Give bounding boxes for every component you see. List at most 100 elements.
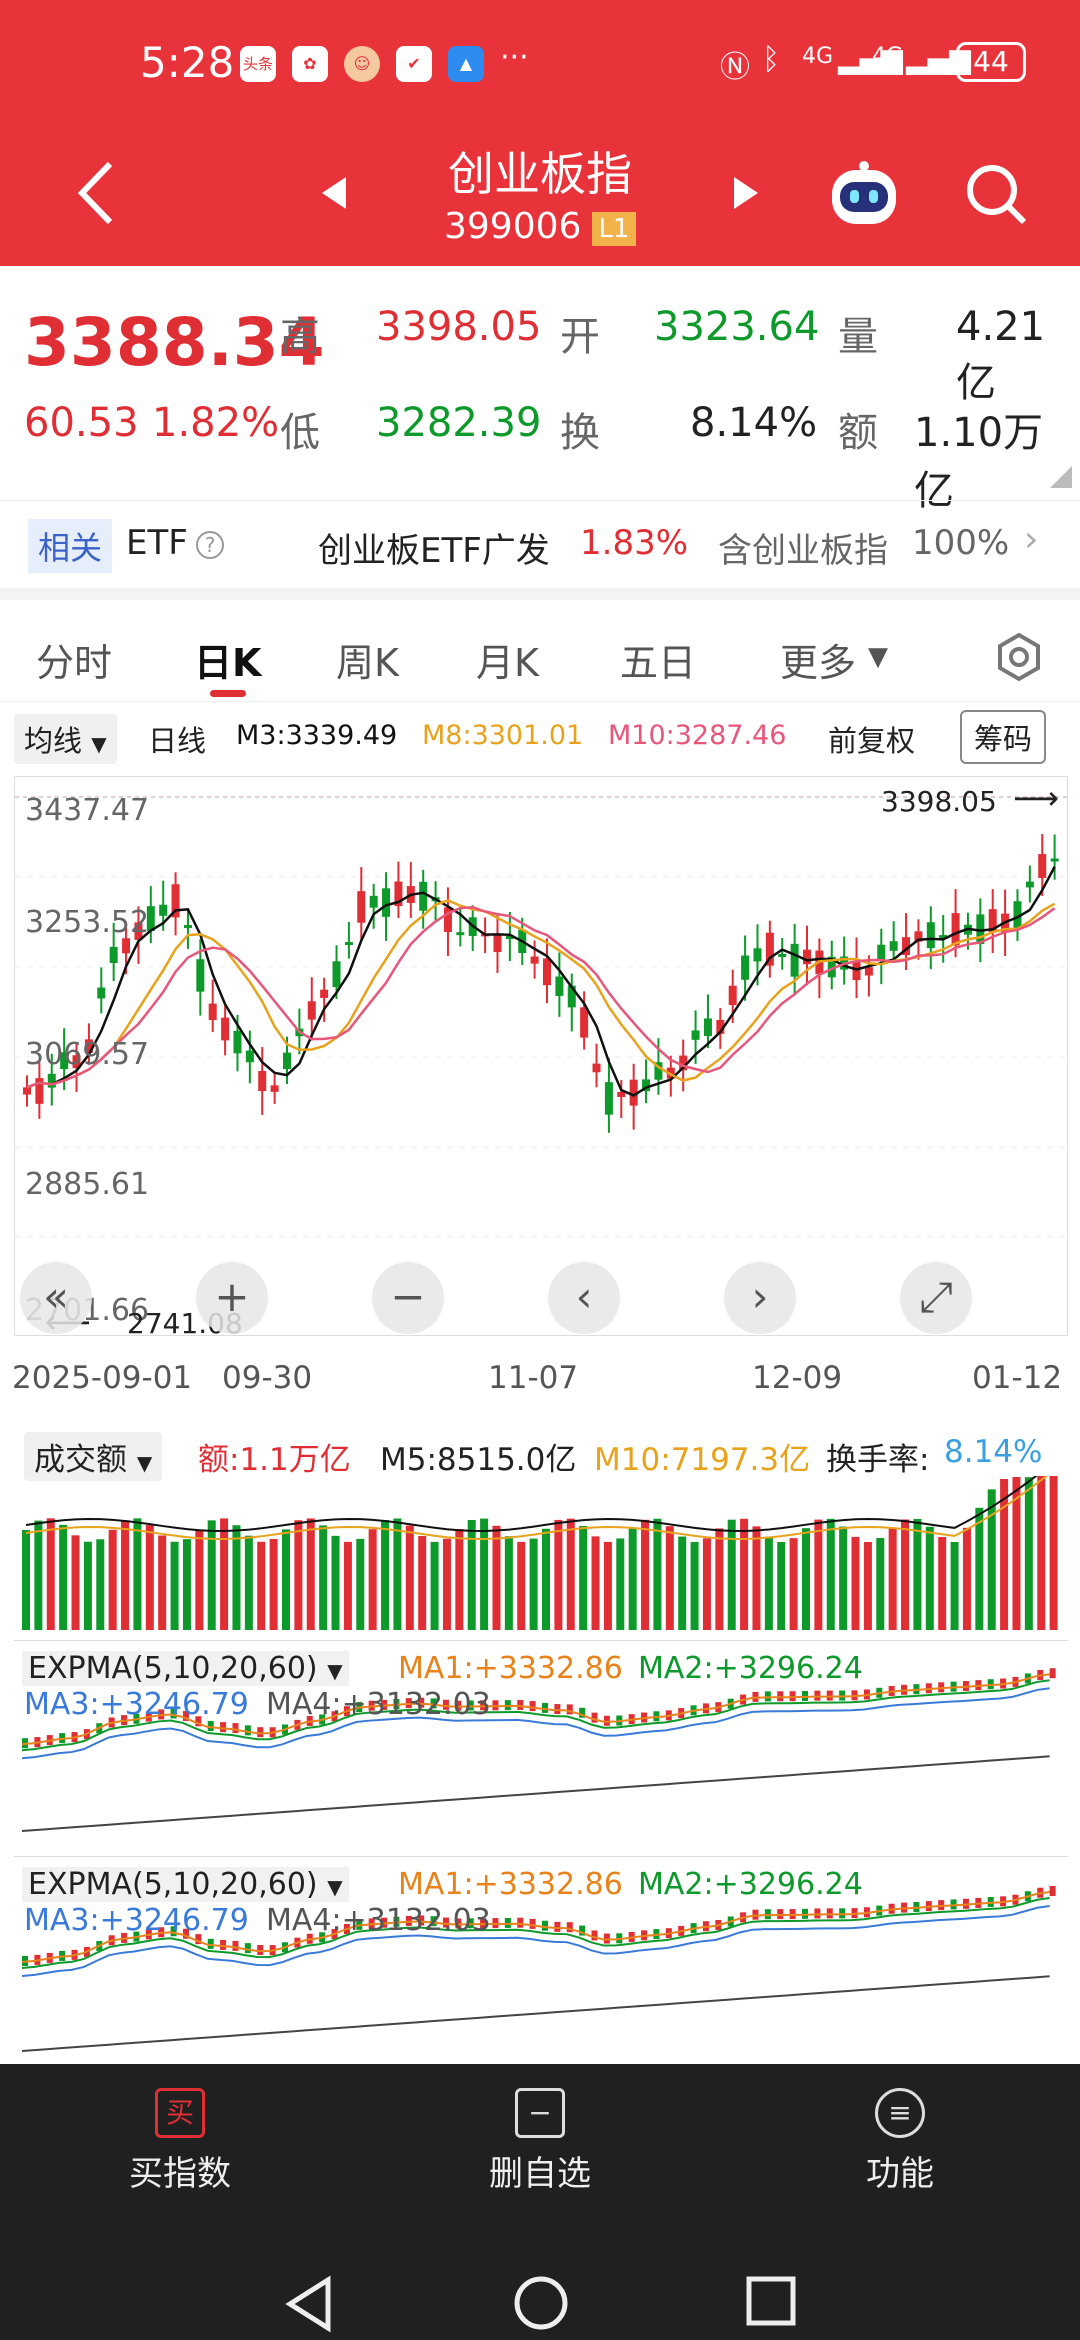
expma-candle xyxy=(170,1926,177,1937)
candle-body xyxy=(654,1062,663,1080)
expma-candle xyxy=(566,1704,573,1715)
candle-body xyxy=(456,932,465,936)
fullscreen-button[interactable]: ⤢ xyxy=(900,1262,972,1334)
expma-selector[interactable]: EXPMA(5,10,20,60) ▼ xyxy=(22,1651,349,1686)
volume-bar xyxy=(71,1535,80,1630)
tab-more[interactable]: 更多 xyxy=(780,641,857,685)
adjust-button[interactable]: 前复权 xyxy=(828,724,916,758)
volume-selector[interactable]: 成交额 ▼ xyxy=(24,1432,163,1481)
zoom-in-button[interactable]: + xyxy=(196,1262,268,1334)
expma-line xyxy=(21,1891,1050,1963)
expma-candle xyxy=(182,1928,189,1939)
candle-body xyxy=(1038,854,1047,878)
help-icon[interactable]: ? xyxy=(196,531,224,559)
zoom-out-button[interactable]: − xyxy=(372,1262,444,1334)
volume-bar xyxy=(802,1528,810,1630)
volume-bar xyxy=(121,1520,130,1630)
candle-body xyxy=(183,925,192,929)
expma-ma4-line xyxy=(21,1975,1050,2052)
volume-bar xyxy=(678,1536,687,1630)
ma-m3: M3:3339.49 xyxy=(236,720,398,751)
candle-body xyxy=(270,1085,279,1092)
bottom-bar: 买 买指数 − 删自选 ≡ 功能 xyxy=(0,2064,1080,2340)
volume-bar xyxy=(529,1538,538,1630)
search-icon[interactable] xyxy=(962,160,1032,230)
expma-candle xyxy=(182,1710,189,1721)
open-value: 3323.64 xyxy=(654,304,820,350)
expma-candle xyxy=(591,1930,598,1941)
volume-bar xyxy=(442,1538,451,1630)
expma-line xyxy=(21,1673,1050,1746)
candle-body xyxy=(852,961,861,981)
back-icon[interactable] xyxy=(70,158,120,228)
candle-body xyxy=(109,946,118,963)
tab-five-day[interactable]: 五日 xyxy=(620,641,697,685)
scroll-start-button[interactable]: « xyxy=(20,1262,92,1334)
change-value: 60.53 xyxy=(24,400,139,446)
expma-candle xyxy=(232,1940,239,1951)
related-etf-row[interactable]: 相关 ETF ? 创业板ETF广发 1.83% 含创业板指 100% › xyxy=(0,500,1080,600)
volume-svg xyxy=(22,1457,1058,1630)
volume-bar xyxy=(1049,1457,1058,1630)
functions-button[interactable]: ≡ 功能 xyxy=(780,2088,1020,2195)
tab-intraday[interactable]: 分时 xyxy=(36,641,113,685)
expma-candle xyxy=(591,1712,598,1723)
expma-candle xyxy=(430,1698,437,1709)
nav-back-icon[interactable] xyxy=(282,2274,336,2334)
chips-button[interactable]: 筹码 xyxy=(960,710,1047,764)
candle-body xyxy=(382,888,391,917)
prev-index-icon[interactable] xyxy=(320,175,350,211)
candle-body xyxy=(505,935,514,939)
tab-monthly-k[interactable]: 月K xyxy=(476,641,539,685)
volume-bar xyxy=(83,1541,92,1630)
candle-body xyxy=(146,906,155,932)
nfc-icon: Ⓝ xyxy=(720,50,750,85)
dropdown-icon: ▼ xyxy=(327,1659,343,1683)
expma-selector-label: EXPMA(5,10,20,60) xyxy=(28,1867,318,1902)
volume-bar xyxy=(554,1519,563,1630)
volume-bar xyxy=(752,1526,761,1630)
candle-body xyxy=(72,1055,81,1069)
ma-selector[interactable]: 均线 ▼ xyxy=(14,714,117,764)
x-label-4: 01-12 xyxy=(972,1360,1063,1396)
candle-body xyxy=(307,1001,316,1020)
volume-value: 4.21亿 xyxy=(956,304,1046,406)
buy-index-button[interactable]: 买 买指数 xyxy=(60,2088,300,2195)
more-dropdown-icon[interactable]: ▼ xyxy=(868,642,888,672)
etf-name[interactable]: 创业板ETF广发 xyxy=(318,531,550,571)
huawei-icon: ✿ xyxy=(292,46,328,82)
expma-ma4: MA4:+3132.03 xyxy=(266,1687,491,1722)
robot-assistant-icon[interactable] xyxy=(826,160,902,230)
volume-bar xyxy=(901,1519,910,1630)
high-value: 3398.05 xyxy=(376,304,542,350)
volume-bar xyxy=(59,1524,68,1630)
candle-body xyxy=(1013,901,1022,929)
volume-bar xyxy=(641,1519,650,1630)
volume-bar xyxy=(1012,1476,1021,1630)
candle-body xyxy=(97,987,106,999)
turnover-label: 换 xyxy=(560,410,600,456)
tab-daily-k[interactable]: 日K xyxy=(194,641,262,685)
candle-body xyxy=(864,967,873,976)
settings-icon[interactable] xyxy=(994,632,1044,682)
candle-body xyxy=(1025,881,1034,888)
volume-bar xyxy=(603,1541,612,1630)
expma-panel-1: EXPMA(5,10,20,60) ▼ MA1:+3332.86 MA2:+32… xyxy=(14,1640,1068,1840)
amount-label: 额 xyxy=(838,410,878,456)
kline-chart[interactable]: 3437.47 3253.52 3069.57 2885.61 2701.66 … xyxy=(14,776,1068,1341)
next-index-icon[interactable] xyxy=(730,175,760,211)
chevron-right-icon[interactable]: › xyxy=(1024,519,1039,560)
x-label-3: 12-09 xyxy=(752,1360,843,1396)
expma-candle xyxy=(554,1704,561,1715)
expma-selector[interactable]: EXPMA(5,10,20,60) ▼ xyxy=(22,1867,349,1902)
candle-body xyxy=(530,956,539,964)
remove-watchlist-button[interactable]: − 删自选 xyxy=(420,2088,660,2195)
tab-weekly-k[interactable]: 周K xyxy=(336,641,399,685)
scroll-right-button[interactable]: › xyxy=(724,1262,796,1334)
scroll-left-button[interactable]: ‹ xyxy=(548,1262,620,1334)
nav-recents-icon[interactable] xyxy=(744,2274,800,2330)
candle-body xyxy=(122,938,131,954)
expand-corner-icon[interactable] xyxy=(1050,466,1072,488)
nav-home-icon[interactable] xyxy=(512,2274,570,2332)
candle-body xyxy=(332,961,341,988)
